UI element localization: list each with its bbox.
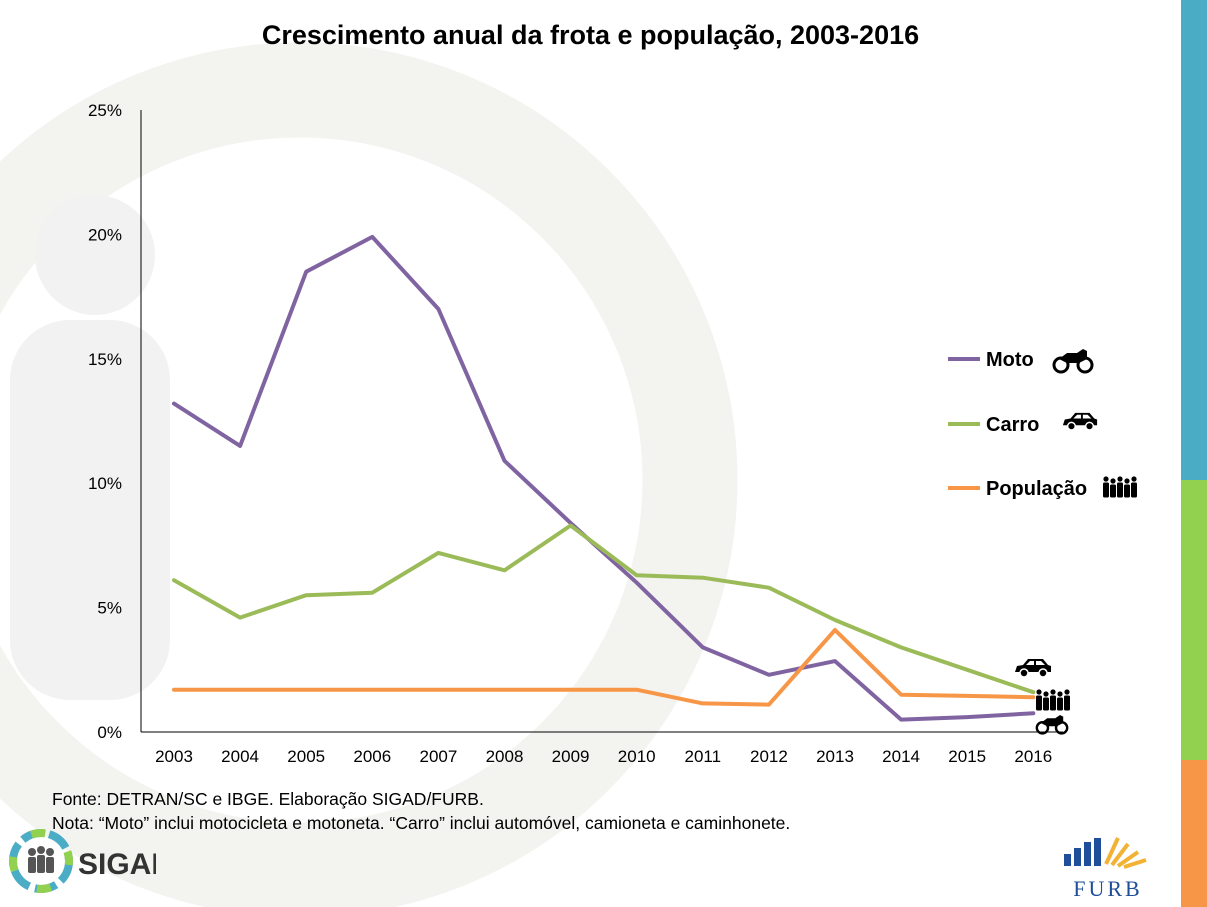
x-tick-label: 2004: [221, 747, 259, 766]
x-tick-label: 2013: [816, 747, 854, 766]
furb-logo-text: FURB: [1073, 876, 1142, 901]
x-tick-label: 2012: [750, 747, 788, 766]
chart-axes: [140, 110, 1063, 733]
x-tick-label: 2006: [353, 747, 391, 766]
x-tick-label: 2016: [1014, 747, 1052, 766]
background-decoration: [0, 42, 738, 907]
source-footnote: Fonte: DETRAN/SC e IBGE. Elaboração SIGA…: [52, 789, 484, 809]
chart-title: Crescimento anual da frota e população, …: [261, 20, 920, 50]
furb-logo: FURB: [1064, 837, 1147, 901]
x-tick-label: 2007: [419, 747, 457, 766]
x-tick-label: 2014: [882, 747, 920, 766]
stripe-green: [1181, 480, 1207, 760]
series-end-icons: [1015, 659, 1070, 735]
stripe-orange: [1181, 760, 1207, 907]
people-icon: [1036, 689, 1070, 711]
chart-series: [172, 234, 1036, 722]
x-tick-label: 2005: [287, 747, 325, 766]
x-tick-label: 2010: [618, 747, 656, 766]
x-tick-label: 2015: [948, 747, 986, 766]
y-tick-label: 25%: [88, 101, 122, 120]
y-tick-label: 0%: [97, 723, 122, 742]
x-tick-label: 2003: [155, 747, 193, 766]
legend-label-carro: Carro: [986, 414, 1039, 436]
y-tick-labels: 0% 5% 10% 15% 20% 25%: [88, 101, 122, 742]
right-color-stripe: [1181, 0, 1207, 907]
x-tick-label: 2008: [486, 747, 524, 766]
stripe-blue: [1181, 0, 1207, 480]
y-tick-label: 10%: [88, 474, 122, 493]
line-chart: 0%5%10%15%20%25% 2003 2004 2005 2006 2007 200…: [88, 101, 1137, 766]
x-tick-labels: 2003 2004 2005 2006 2007 2008 2009 2010 2011 2012…: [155, 747, 1052, 766]
sigad-logo: SIGAD: [9, 829, 156, 893]
legend-label-populacao: População: [986, 478, 1087, 500]
y-tick-label: 5%: [97, 599, 122, 618]
series-line-carro: [172, 523, 1036, 695]
note-footnote: Nota: “Moto” inclui motocicleta e motone…: [52, 813, 791, 833]
motorcycle-icon: [1035, 715, 1069, 735]
car-icon: [1062, 412, 1098, 431]
legend-label-moto: Moto: [986, 349, 1034, 371]
sigad-logo-text: SIGAD: [78, 848, 156, 881]
y-tick-label: 20%: [88, 225, 122, 244]
x-tick-label: 2009: [552, 747, 590, 766]
car-icon: [1015, 659, 1051, 678]
x-tick-label: 2011: [685, 747, 722, 766]
people-icon: [1103, 476, 1137, 498]
chart-legend: Moto Carro População: [948, 349, 1137, 500]
series-line-populacao: [172, 628, 1036, 707]
y-tick-label: 15%: [88, 350, 122, 369]
motorcycle-icon: [1052, 349, 1094, 374]
